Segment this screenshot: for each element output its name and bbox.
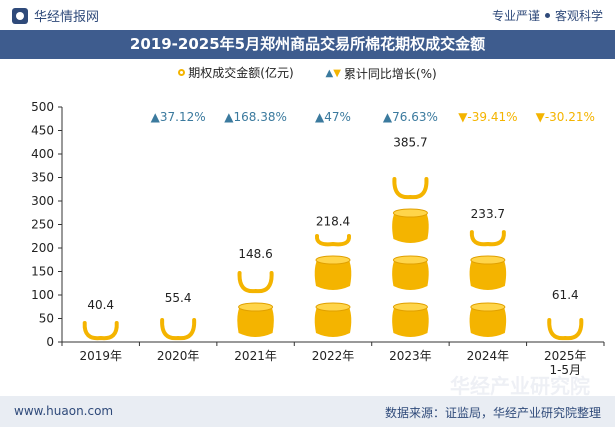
chart-title: 2019-2025年5月郑州商品交易所棉花期权成交金额 xyxy=(0,30,615,59)
bar-segment xyxy=(237,302,274,337)
growth-label: ▲76.63% xyxy=(383,110,438,124)
bar-segment xyxy=(469,302,507,337)
bar-value-label: 40.4 xyxy=(87,298,114,312)
y-tick-label: 350 xyxy=(31,171,54,185)
bar-value-label: 385.7 xyxy=(393,136,427,150)
growth-label: ▼-39.41% xyxy=(458,110,517,124)
y-tick-label: 100 xyxy=(31,288,54,302)
y-tick-label: 300 xyxy=(31,194,54,208)
x-tick-label: 2023年 xyxy=(389,349,432,363)
legend-label-amount: 期权成交金额(亿元) xyxy=(188,66,294,80)
growth-label: ▲47% xyxy=(315,110,351,124)
x-tick-label: 1-5月 xyxy=(549,363,581,377)
y-tick-label: 50 xyxy=(39,312,54,326)
y-tick-label: 200 xyxy=(31,241,54,255)
x-tick-label: 2025年 xyxy=(544,349,587,363)
footer: www.huaon.com 数据来源：证监局，华经产业研究院整理 xyxy=(0,396,615,427)
bar-top xyxy=(160,318,197,341)
y-tick-label: 400 xyxy=(31,147,54,161)
footer-source: 数据来源：证监局，华经产业研究院整理 xyxy=(384,406,601,420)
chart-legend: 期权成交金额(亿元) ▲ ▼ 累计同比增长(%) xyxy=(0,64,615,82)
triangle-down-icon: ▼ xyxy=(333,68,341,79)
y-tick-label: 150 xyxy=(31,265,54,279)
separator-dot-icon xyxy=(544,13,550,18)
bar-top xyxy=(469,230,506,247)
bar-value-label: 148.6 xyxy=(238,247,272,261)
legend-label-growth: 累计同比增长(%) xyxy=(343,67,437,81)
x-tick-label: 2020年 xyxy=(157,349,200,363)
growth-label: ▲37.12% xyxy=(151,110,206,124)
growth-label: ▼-30.21% xyxy=(536,110,595,124)
coin-icon xyxy=(178,69,186,76)
slogan: 专业严谨 客观科学 xyxy=(492,7,603,24)
y-tick-label: 450 xyxy=(31,124,54,138)
bar-top xyxy=(237,271,274,294)
bar-value-label: 233.7 xyxy=(471,207,505,221)
y-tick-label: 500 xyxy=(31,100,54,114)
chart-plot: 0 50 100 150 200 250 300 350 400 450 500 40.4 2019年 5… xyxy=(31,100,605,377)
brand: 华经情报网 xyxy=(12,6,99,25)
footer-site: www.huaon.com xyxy=(14,404,114,418)
bar-value-label: 55.4 xyxy=(165,291,192,305)
y-tick-label: 0 xyxy=(46,335,54,349)
bar-segment xyxy=(314,302,352,337)
bar-value-label: 218.4 xyxy=(316,214,350,228)
bar-top xyxy=(392,177,429,200)
x-tick-label: 2024年 xyxy=(467,349,510,363)
bar-segment xyxy=(392,255,429,290)
x-tick-label: 2019年 xyxy=(79,349,122,363)
y-tick-label: 250 xyxy=(31,218,54,232)
brand-logo-icon xyxy=(12,7,28,24)
slogan-right: 客观科学 xyxy=(554,9,603,23)
bar-segment xyxy=(469,255,507,290)
top-bar: 华经情报网 专业严谨 客观科学 xyxy=(0,0,615,30)
growth-label: ▲168.38% xyxy=(224,110,287,124)
legend-item-amount: 期权成交金额(亿元) xyxy=(178,64,294,81)
bar-segment xyxy=(314,255,352,290)
bar-top xyxy=(314,234,352,247)
bar-segment xyxy=(392,208,429,243)
bar-top xyxy=(82,321,119,341)
x-tick-label: 2022年 xyxy=(312,349,355,363)
triangle-up-icon: ▲ xyxy=(325,68,334,79)
legend-item-growth: ▲ ▼ 累计同比增长(%) xyxy=(326,65,437,82)
brand-name: 华经情报网 xyxy=(34,10,100,25)
bar-value-label: 61.4 xyxy=(552,288,579,302)
x-tick-label: 2021年 xyxy=(234,349,277,363)
bar-segment xyxy=(392,302,429,337)
slogan-left: 专业严谨 xyxy=(491,9,540,23)
bar-top xyxy=(547,318,584,341)
